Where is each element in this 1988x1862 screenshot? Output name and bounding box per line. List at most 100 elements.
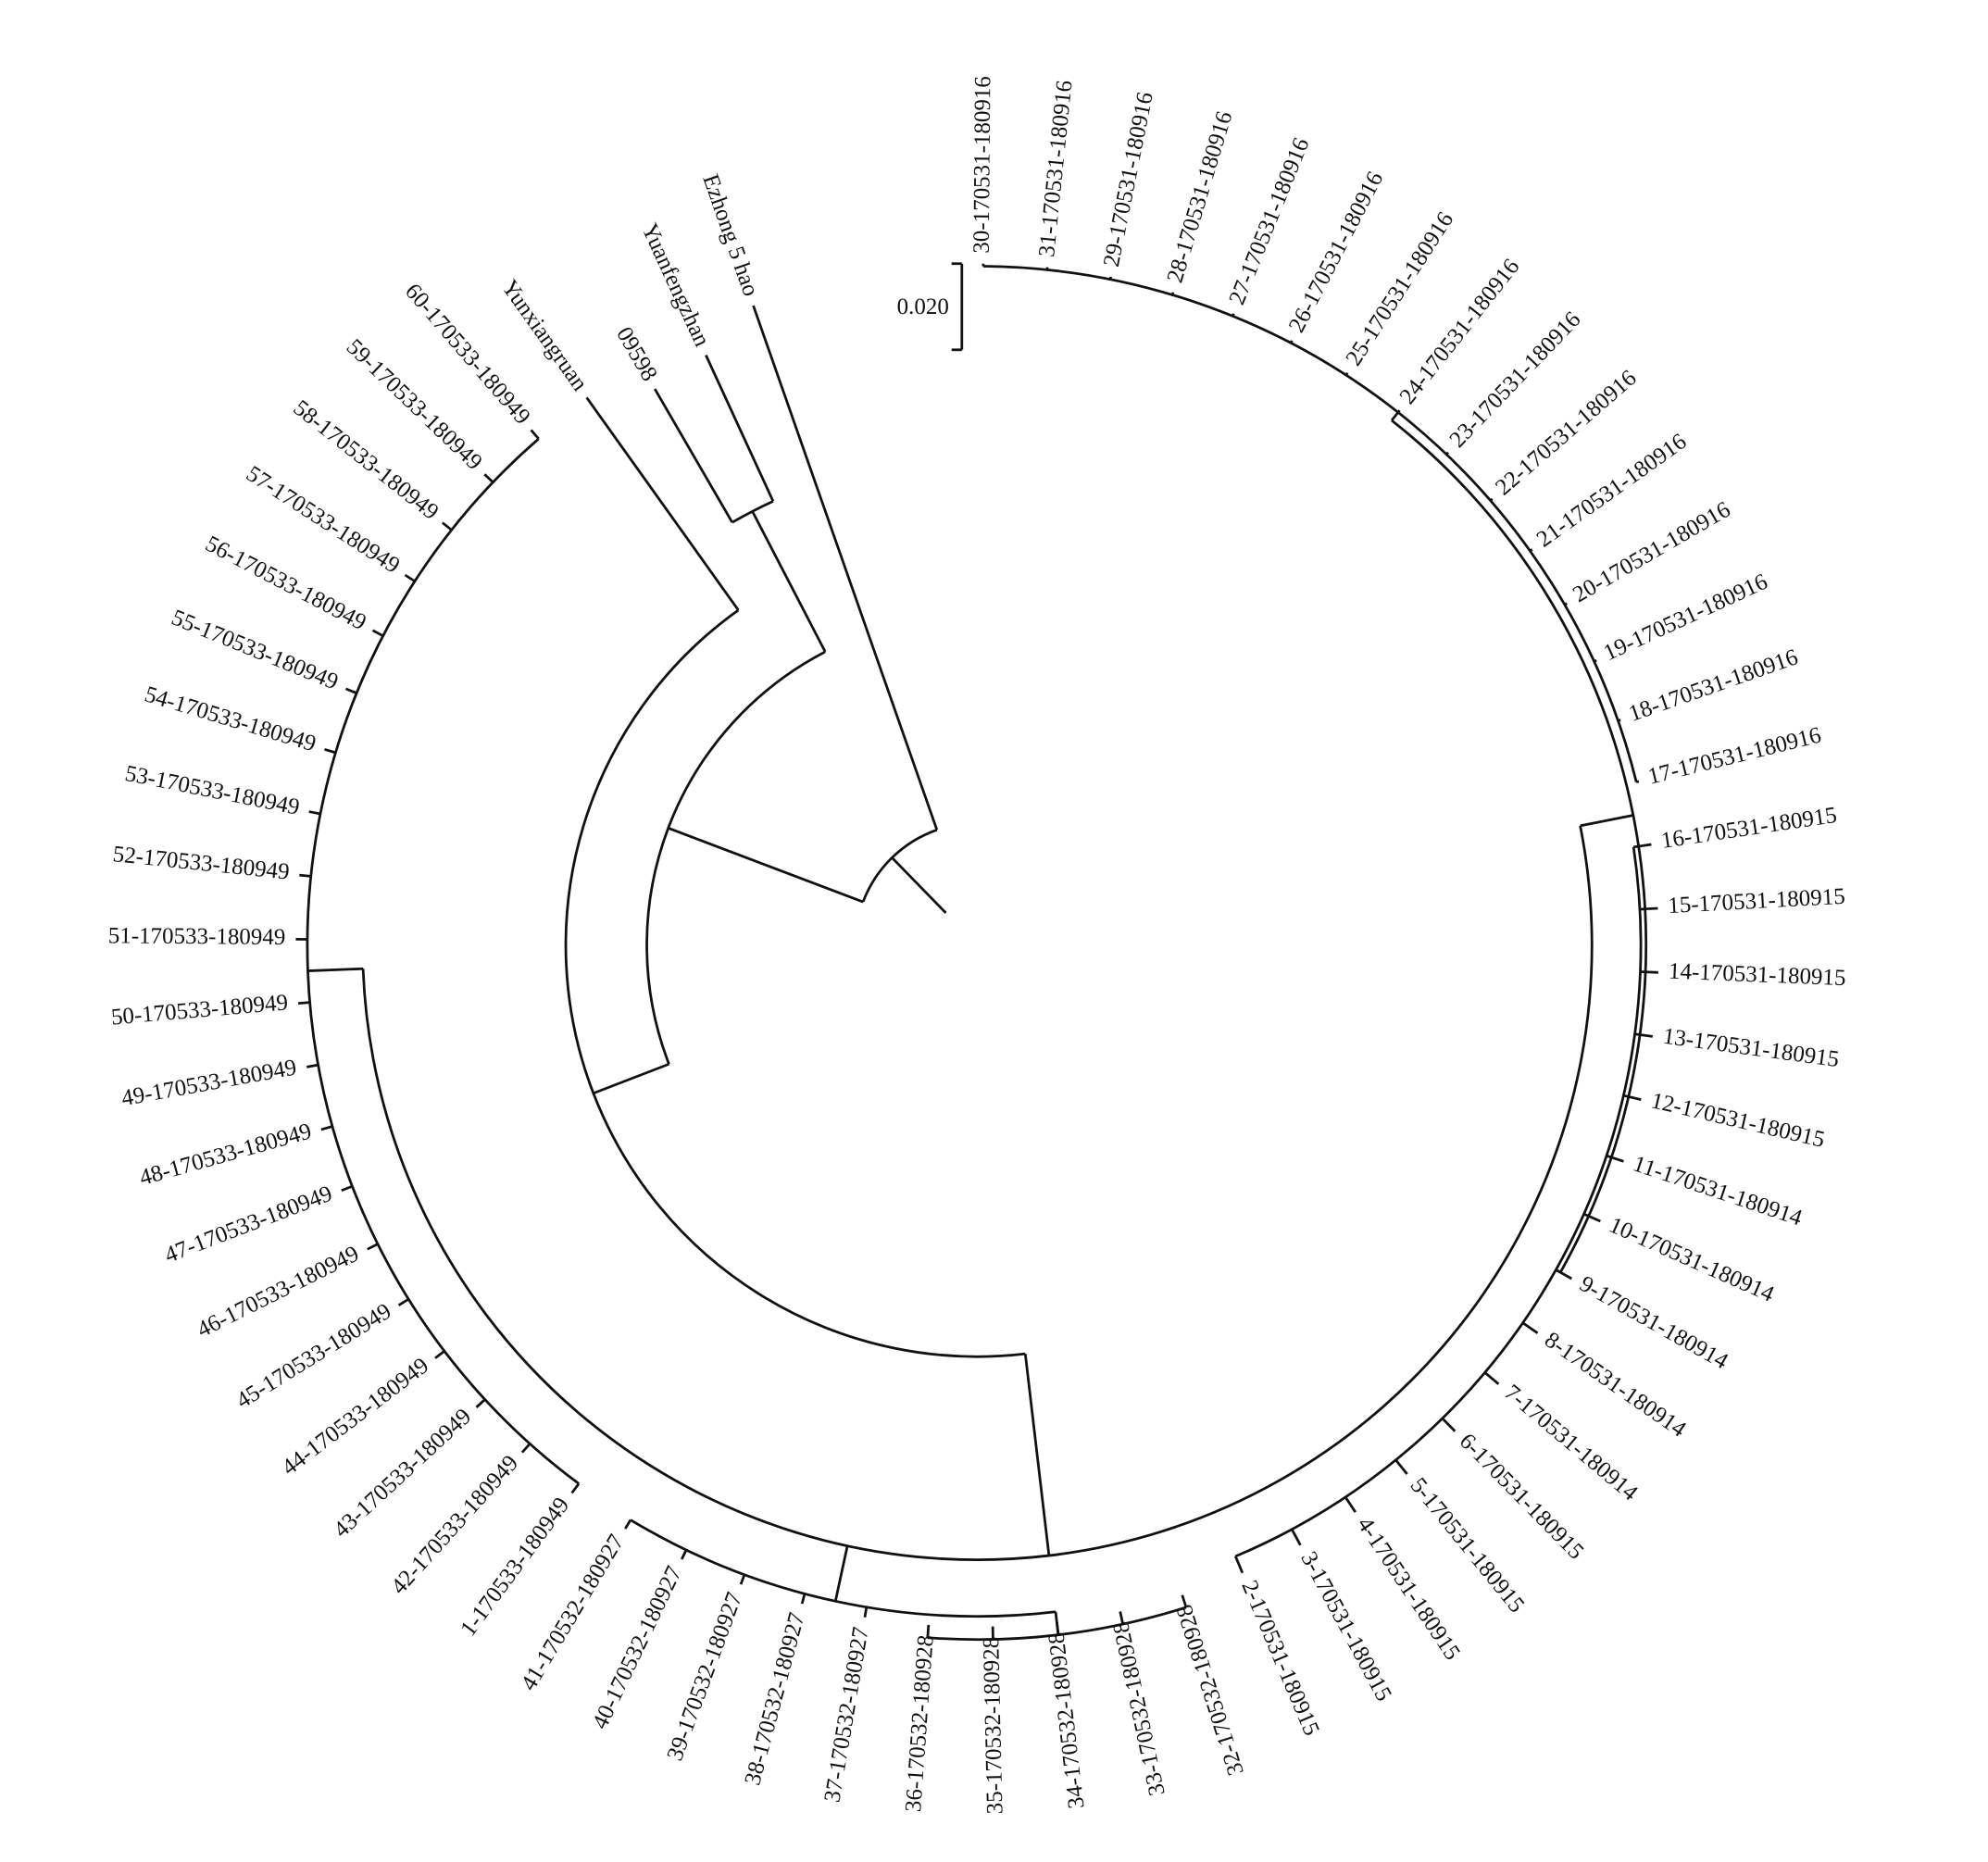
branch [1396, 409, 1401, 414]
branch [1108, 276, 1113, 281]
leaf-label: 50-170533-180949 [110, 990, 289, 1030]
leaf-label: 30-170531-180916 [969, 76, 996, 254]
branch [1640, 970, 1658, 974]
branch [1529, 548, 1533, 553]
leaf-label: 47-170533-180949 [161, 1181, 335, 1268]
leaf-label: 29-170531-180916 [1099, 90, 1158, 269]
branch [654, 388, 733, 523]
scale-bar-label: 0.020 [897, 294, 949, 319]
leaf-label: 36-170532-180928 [901, 1634, 939, 1813]
leaf-label: 27-170531-180916 [1224, 134, 1314, 308]
branch [1632, 843, 1652, 849]
leaf-label: 18-170531-180916 [1626, 644, 1802, 727]
branch-arc [982, 265, 1638, 782]
branch [483, 473, 494, 483]
branch-arc [361, 825, 1594, 1561]
branch [752, 305, 939, 831]
leaf-label: 16-170531-180915 [1659, 803, 1838, 854]
branch [863, 1606, 869, 1618]
branch [306, 1063, 319, 1068]
branch-arc [731, 500, 774, 524]
branch [1232, 313, 1235, 317]
leaf-label: 3-170531-180915 [1295, 1547, 1396, 1705]
branch [1635, 780, 1640, 783]
branch [520, 1443, 531, 1454]
branch-arc [564, 608, 1026, 1358]
leaf-label: 33-170532-180928 [1108, 1619, 1170, 1798]
leaf-label: 12-170531-180915 [1648, 1088, 1827, 1153]
leaf-label: 13-170531-180915 [1661, 1024, 1840, 1072]
scale-bar: 0.020 [897, 262, 964, 352]
branch [397, 1297, 409, 1306]
branch [1445, 451, 1449, 456]
branch-arc [1234, 846, 1643, 1558]
leaf-label: 32-170532-180928 [1172, 1602, 1249, 1779]
branch [1483, 1371, 1500, 1385]
leaf-label: 34-170532-180928 [1044, 1631, 1089, 1809]
branch [1170, 292, 1175, 295]
leaf-label: 19-170531-180916 [1600, 569, 1771, 667]
branch-arc [861, 828, 938, 903]
branch [475, 1398, 486, 1408]
leaf-label: 38-170532-180927 [740, 1610, 809, 1788]
leaf-label: 53-170533-180949 [123, 761, 302, 820]
leaf-label: 15-170531-180915 [1668, 884, 1846, 919]
branch [1555, 1268, 1572, 1281]
branch-arc [306, 437, 580, 1485]
branch [585, 396, 740, 611]
leaf-label: 14-170531-180915 [1669, 959, 1846, 992]
leaf-label: 37-170532-180927 [819, 1625, 873, 1804]
branch-arc [630, 1518, 1057, 1618]
leaf-label: 28-170531-180916 [1163, 108, 1238, 285]
leaf-label: 10-170531-180914 [1606, 1213, 1779, 1307]
branch [404, 573, 416, 582]
branch [624, 1518, 632, 1530]
branch-arc [645, 650, 826, 1065]
branch [570, 1482, 581, 1494]
root-stem [891, 856, 947, 914]
branch [1119, 1611, 1125, 1625]
leaf-label: 48-170533-180949 [137, 1118, 315, 1191]
branch [344, 687, 357, 694]
branch [1055, 1621, 1060, 1635]
branch-arc [1391, 419, 1647, 1273]
branch [593, 1062, 669, 1095]
leaf-label: Yunxiangruan [496, 275, 593, 395]
branch [1618, 719, 1621, 722]
branch [1344, 1496, 1357, 1513]
branch [1441, 1417, 1457, 1432]
leaf-label: 31-170531-180916 [1034, 80, 1078, 258]
branch [434, 1350, 445, 1359]
branch [1394, 1459, 1408, 1475]
leaf-label: 09598 [611, 323, 662, 386]
leaf-label: 49-170533-180949 [119, 1055, 298, 1111]
branch [739, 1574, 746, 1585]
branch [1289, 340, 1294, 344]
branch [1639, 906, 1658, 911]
branch [1489, 497, 1494, 502]
branch [441, 521, 453, 531]
branch [371, 629, 384, 637]
branch [1580, 814, 1634, 828]
leaf-label: 52-170533-180949 [112, 842, 291, 885]
leaf-label: 17-170531-180916 [1645, 722, 1823, 789]
leaf-label: 35-170532-180928 [979, 1636, 1007, 1814]
leaf-label: Yuanfengzhan [636, 219, 714, 351]
branch [367, 1243, 379, 1251]
branch [668, 827, 864, 904]
branch [1023, 1353, 1051, 1556]
branch [1583, 1212, 1601, 1223]
leaf-label: 51-170533-180949 [108, 923, 286, 950]
branch [320, 1125, 333, 1131]
branch [1234, 1556, 1244, 1574]
branch [833, 1545, 849, 1602]
branch [1390, 411, 1399, 421]
branch [1634, 1032, 1654, 1038]
branch [681, 1549, 688, 1560]
branch [297, 1001, 310, 1006]
branch [1564, 602, 1568, 606]
branch [308, 810, 321, 816]
branch [1344, 372, 1349, 376]
